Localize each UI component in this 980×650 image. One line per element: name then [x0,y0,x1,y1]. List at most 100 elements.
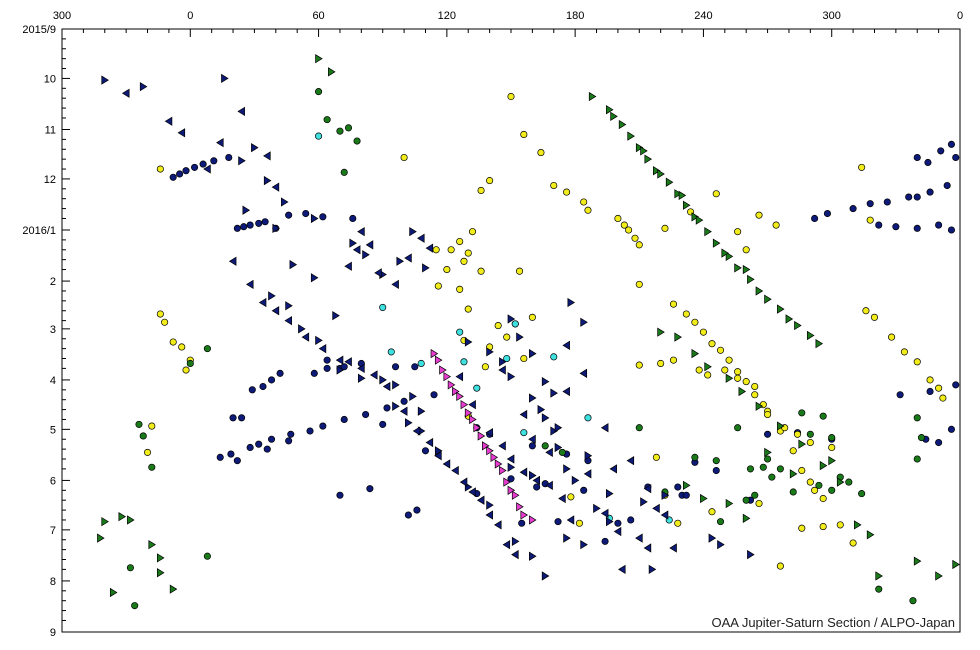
data-point-right-triangle-green [653,166,661,176]
data-point-green-spot [742,496,750,504]
data-point-dark-spot [319,422,327,430]
data-point-white-oval [811,486,819,494]
data-point-left-triangle-dark [511,549,519,560]
data-point-right-triangle-dark [529,470,537,481]
data-point-green-spot [806,430,814,438]
data-point-green-spot [712,457,720,465]
data-point-white-oval [798,524,806,532]
data-point-right-triangle-dark [717,540,725,550]
data-point-green-spot [558,448,566,456]
data-point-dark-spot [379,420,387,428]
data-point-dark-spot [199,160,207,168]
y-tick-label: 2015/9 [22,24,56,36]
data-point-right-triangle-dark [606,516,614,527]
data-point-white-oval [806,438,814,447]
data-point-left-triangle-dark [164,116,173,126]
data-point-left-triangle-dark [562,386,570,397]
data-point-white-oval [828,443,836,452]
data-point-white-oval [507,92,515,101]
data-point-green-spot [845,478,853,486]
data-point-dark-spot [926,387,934,396]
data-point-white-oval [789,447,797,455]
data-point-dark-spot [400,397,408,405]
data-point-right-triangle-dark [516,332,524,342]
data-point-dark-spot [947,140,955,148]
data-point-cyan-spot [473,384,481,392]
data-point-dark-spot [937,147,945,155]
data-point-right-triangle-dark [379,375,387,385]
data-point-left-triangle-dark [519,409,528,420]
data-point-right-triangle-green [952,559,960,570]
data-point-right-triangle-green [678,190,687,201]
data-point-white-oval [657,359,665,368]
data-point-white-oval [682,310,690,318]
x-tick-label: 60 [312,10,324,22]
data-point-left-triangle-dark [476,495,485,505]
data-point-right-triangle-green [742,513,751,523]
y-axis-tick-labels: 2015/9 10 11 12 2016/1 2 3 4 5 6 7 8 9 [22,24,56,639]
data-point-right-triangle-green [935,571,943,581]
data-point-right-triangle-dark [554,423,563,433]
data-point-magenta-triangle [481,441,490,451]
data-point-left-triangle-dark [669,543,677,553]
data-point-white-oval [721,366,729,374]
data-point-left-triangle-dark [618,564,626,575]
data-point-white-oval [516,267,524,275]
y-tick-label: 11 [45,125,56,137]
data-point-right-triangle-dark [310,273,319,283]
data-point-dark-spot [866,200,874,208]
data-point-right-triangle-dark [392,401,400,411]
data-point-green-spot [746,465,755,473]
data-point-green-spot [139,432,147,440]
data-point-white-oval [161,318,169,326]
data-point-dark-spot [947,226,955,234]
data-point-right-triangle-green [169,584,178,594]
data-point-dark-spot [404,511,412,519]
data-point-right-triangle-dark [541,571,550,581]
data-point-white-oval [182,366,190,374]
y-tick-label: 5 [50,424,56,436]
data-point-right-triangle-green [854,520,862,530]
data-point-right-triangle-dark [747,549,755,560]
data-point-right-triangle-green [627,131,635,141]
data-point-white-oval [708,508,716,516]
data-point-white-oval [443,265,451,274]
data-point-right-triangle-dark [281,197,289,207]
data-point-dark-spot [310,369,318,377]
data-point-right-triangle-green [315,54,323,64]
data-point-dark-spot [952,381,960,389]
data-point-dark-spot [255,440,263,448]
data-point-dark-spot [306,427,314,435]
data-point-green-spot [764,455,772,463]
data-point-right-triangle-dark [661,490,670,500]
x-tick-label: 120 [438,10,456,22]
data-point-left-triangle-dark [562,340,570,350]
data-point-left-triangle-dark [434,451,442,461]
data-point-left-triangle-dark [660,510,669,520]
data-point-dark-spot [913,224,921,232]
data-point-right-triangle-green [747,274,755,285]
data-point-white-oval [563,188,571,196]
data-points [97,54,960,610]
data-point-dark-spot [601,537,609,545]
data-point-right-triangle-green [755,286,764,296]
data-point-white-oval [699,328,707,336]
data-point-dark-spot [421,447,430,455]
data-point-right-triangle-dark [392,380,400,390]
data-point-dark-spot [246,221,254,229]
data-point-right-triangle-dark [507,462,516,472]
plot-frame [61,28,961,633]
data-point-right-triangle-dark [242,205,251,215]
data-point-white-oval [169,338,177,346]
data-point-right-triangle-dark [464,337,473,347]
data-point-white-oval [456,237,464,246]
data-point-dark-spot [943,181,951,190]
data-point-right-triangle-green [588,91,597,102]
data-point-left-triangle-dark [365,240,374,250]
data-point-left-triangle-dark [600,508,609,519]
data-point-green-spot [691,453,699,461]
data-point-dark-spot [362,410,370,419]
data-point-right-triangle-green [682,200,691,210]
data-point-right-triangle-green [691,348,700,359]
data-point-green-spot [828,486,836,494]
